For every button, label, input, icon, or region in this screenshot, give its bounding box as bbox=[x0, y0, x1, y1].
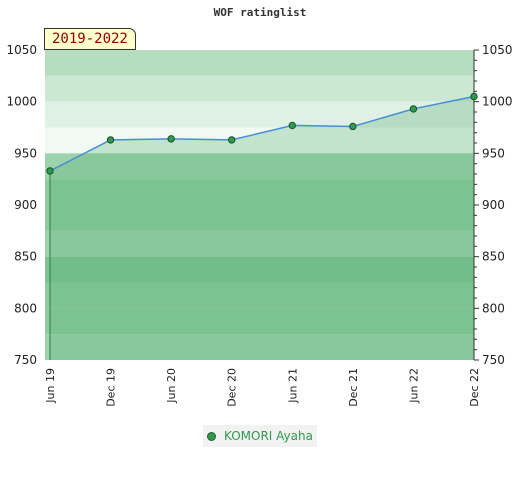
x-tick-label: Jun 19 bbox=[44, 368, 57, 404]
data-point bbox=[288, 121, 296, 130]
data-point bbox=[228, 136, 236, 144]
background-bands bbox=[45, 50, 474, 360]
x-tick-label: Dec 21 bbox=[347, 368, 360, 407]
band bbox=[45, 75, 474, 102]
series-polyline bbox=[49, 95, 475, 172]
data-point bbox=[470, 92, 478, 101]
x-tick-label: Dec 22 bbox=[468, 368, 481, 407]
axes: 750 750 800 800 850 850 900 900 950 950 1000 1000 10… bbox=[6, 43, 512, 407]
y-tick-label-left: 950 bbox=[14, 146, 37, 160]
x-tick-label: Dec 20 bbox=[226, 368, 239, 407]
area-fill-path bbox=[50, 96, 474, 360]
y-tick-label-left: 1000 bbox=[6, 95, 37, 109]
data-point bbox=[167, 135, 175, 143]
y-tick-label-left: 750 bbox=[14, 353, 37, 367]
legend-marker bbox=[207, 431, 217, 441]
data-point bbox=[106, 136, 115, 144]
band bbox=[45, 308, 474, 335]
x-tick-label: Jun 22 bbox=[407, 368, 420, 404]
data-point bbox=[349, 122, 357, 131]
band bbox=[45, 256, 474, 283]
band bbox=[45, 50, 474, 76]
band bbox=[45, 334, 474, 360]
y-tick-label-right: 1000 bbox=[482, 95, 513, 109]
y-tick-label-left: 1050 bbox=[6, 43, 37, 57]
data-point bbox=[409, 105, 418, 113]
y-tick-label-left: 900 bbox=[14, 198, 37, 212]
y-tick-label-right: 800 bbox=[482, 301, 505, 315]
y-tick-label-right: 850 bbox=[482, 250, 505, 264]
data-points bbox=[46, 92, 478, 175]
period-badge: 2019-2022 bbox=[44, 28, 136, 50]
y-tick-label-right: 750 bbox=[482, 353, 505, 367]
legend[interactable]: KOMORI Ayaha bbox=[203, 425, 317, 447]
x-tick-label: Jun 20 bbox=[165, 368, 178, 404]
legend-label: KOMORI Ayaha bbox=[224, 429, 313, 443]
x-tick-label: Dec 19 bbox=[105, 368, 118, 407]
y-tick-label-right: 1050 bbox=[482, 43, 513, 57]
chart-title: WOF ratinglist bbox=[213, 6, 307, 19]
y-tick-label-right: 900 bbox=[482, 198, 505, 212]
band bbox=[45, 230, 474, 257]
series-line bbox=[49, 95, 475, 172]
y-tick-label-left: 850 bbox=[14, 250, 37, 264]
data-point bbox=[46, 167, 54, 175]
band bbox=[45, 205, 474, 231]
y-tick-label-left: 800 bbox=[14, 301, 37, 315]
band bbox=[45, 101, 474, 128]
band bbox=[45, 282, 474, 309]
band bbox=[45, 179, 474, 205]
area-fill bbox=[49, 96, 474, 360]
x-tick-label: Jun 21 bbox=[286, 368, 299, 404]
band bbox=[45, 153, 474, 180]
y-tick-label-right: 950 bbox=[482, 146, 505, 160]
